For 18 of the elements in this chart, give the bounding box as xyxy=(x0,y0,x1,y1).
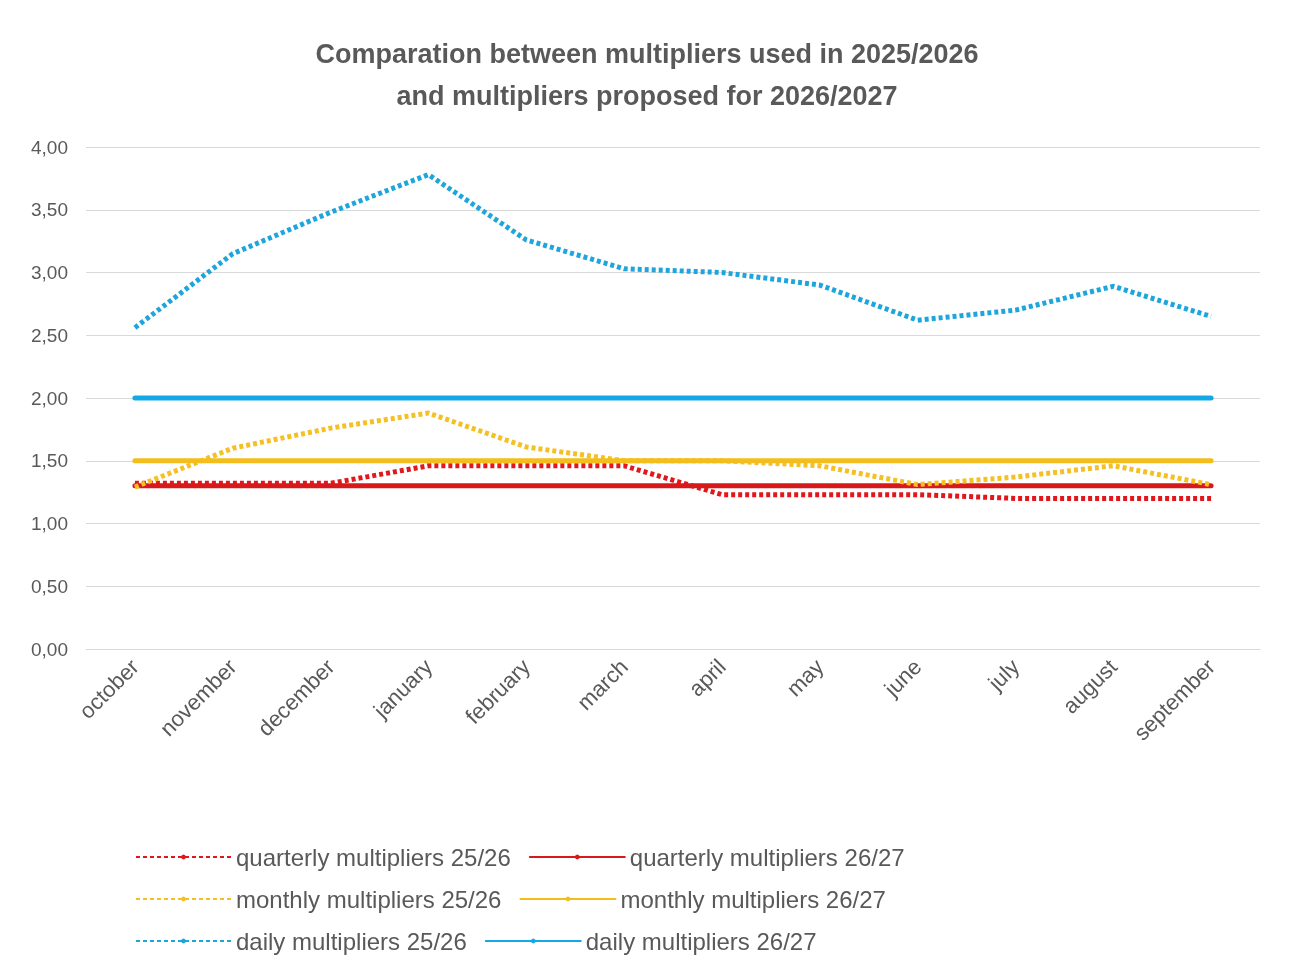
legend-label: daily multipliers 25/26 xyxy=(236,927,467,955)
legend-label: daily multipliers 26/27 xyxy=(585,927,817,955)
chart-title: Comparation between multipliers used in 2025/2026 and multipliers proposed for 2026/2027 xyxy=(315,39,979,111)
legend-label: monthly multipliers 25/26 xyxy=(236,885,502,913)
y-tick-label: 2,50 xyxy=(31,324,68,346)
y-tick-label: 3,00 xyxy=(31,262,68,283)
legend-label: quarterly multipliers 26/27 xyxy=(629,843,905,871)
y-tick-label: 1,00 xyxy=(31,513,68,534)
legend-label: monthly multipliers 26/27 xyxy=(620,885,886,913)
y-tick-label: 3,50 xyxy=(31,199,68,221)
y-tick-label: 2,00 xyxy=(31,387,68,409)
x-tick-label: may xyxy=(781,654,829,702)
y-tick-label: 1,50 xyxy=(31,450,68,472)
y-tick-label: 0,50 xyxy=(31,575,68,597)
legend-label: quarterly multipliers 25/26 xyxy=(236,843,511,871)
y-tick-label: 4,00 xyxy=(31,136,68,158)
x-tick-label: july xyxy=(982,654,1025,696)
y-tick-label: 0,00 xyxy=(31,638,68,660)
